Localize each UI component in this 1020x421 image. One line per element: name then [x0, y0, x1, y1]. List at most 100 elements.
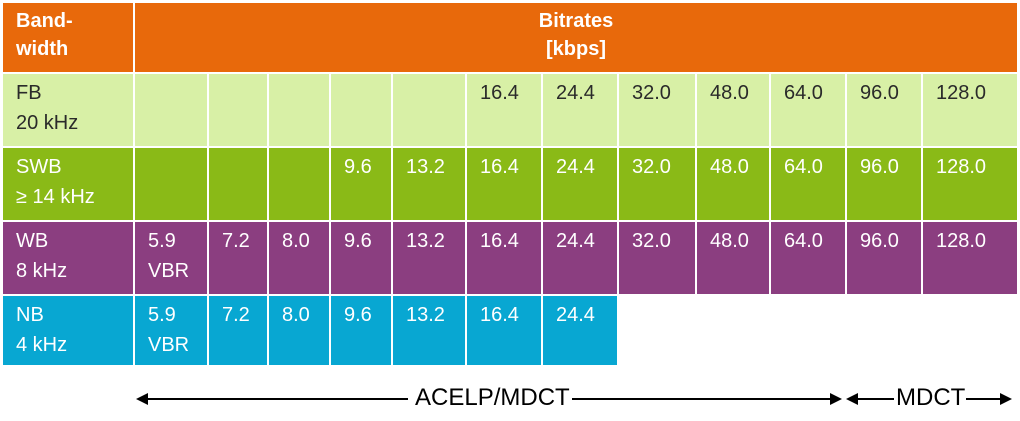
- value-fb-10: 96.0: [860, 82, 899, 104]
- value-swb-11: 128.0: [936, 156, 987, 178]
- cell-fb-0: [135, 74, 207, 146]
- cell-swb-1: [209, 148, 267, 220]
- row-label-fb-line-1: 20 kHz: [16, 112, 79, 134]
- value-swb-9: 64.0: [784, 156, 823, 178]
- value-nb-6: 24.4: [556, 304, 595, 326]
- header-bitrates-line-0: Bitrates: [538, 10, 614, 32]
- row-label-nb: NB 4 kHz: [3, 296, 133, 365]
- cell-fb-5: 16.4: [467, 74, 541, 146]
- cell-nb-1: 7.2: [209, 296, 267, 365]
- value-nb-4: 13.2: [406, 304, 445, 326]
- value-nb-1: 7.2: [222, 304, 250, 326]
- acelp-left-line: [148, 398, 408, 400]
- mdct-left-arrowhead: [846, 393, 858, 405]
- cell-wb-8: 48.0: [697, 222, 769, 294]
- value-wb-9: 64.0: [784, 230, 823, 252]
- row-label-wb-line-0: WB: [16, 230, 49, 252]
- cell-wb-11: 128.0: [923, 222, 1017, 294]
- value-wb-1: 7.2: [222, 230, 250, 252]
- cell-fb-7: 32.0: [619, 74, 695, 146]
- value-wb-11: 128.0: [936, 230, 987, 252]
- cell-fb-1: [209, 74, 267, 146]
- cell-swb-3: 9.6: [331, 148, 391, 220]
- row-label-fb-line-0: FB: [16, 82, 42, 104]
- cell-nb-6: 24.4: [543, 296, 617, 365]
- value-fb-9: 64.0: [784, 82, 823, 104]
- value-nb-0-1: VBR: [148, 334, 190, 356]
- cell-swb-9: 64.0: [771, 148, 845, 220]
- value-wb-5: 16.4: [480, 230, 519, 252]
- cell-nb-0: 5.9 VBR: [135, 296, 207, 365]
- row-label-nb-line-1: 4 kHz: [16, 334, 68, 356]
- mdct-left-line: [858, 398, 894, 400]
- value-nb-5: 16.4: [480, 304, 519, 326]
- cell-wb-9: 64.0: [771, 222, 845, 294]
- value-wb-6: 24.4: [556, 230, 595, 252]
- cell-wb-7: 32.0: [619, 222, 695, 294]
- value-wb-0-0: 5.9: [148, 230, 176, 252]
- cell-nb-2: 8.0: [269, 296, 329, 365]
- header-bandwidth-line-0: Band-: [16, 10, 73, 32]
- value-wb-7: 32.0: [632, 230, 671, 252]
- mdct-label: MDCT: [896, 384, 966, 411]
- value-fb-6: 24.4: [556, 82, 595, 104]
- cell-fb-11: 128.0: [923, 74, 1017, 146]
- cell-wb-10: 96.0: [847, 222, 921, 294]
- row-label-fb: FB 20 kHz: [3, 74, 133, 146]
- acelp-mdct-label: ACELP/MDCT: [415, 384, 570, 411]
- value-wb-2: 8.0: [282, 230, 310, 252]
- value-nb-2: 8.0: [282, 304, 310, 326]
- cell-fb-4: [393, 74, 465, 146]
- acelp-left-arrowhead: [136, 393, 148, 405]
- value-swb-8: 48.0: [710, 156, 749, 178]
- header-bandwidth: Band-width: [3, 3, 133, 72]
- row-label-wb: WB 8 kHz: [3, 222, 133, 294]
- value-wb-3: 9.6: [344, 230, 372, 252]
- cell-swb-0: [135, 148, 207, 220]
- row-label-swb-line-0: SWB: [16, 156, 62, 178]
- cell-fb-9: 64.0: [771, 74, 845, 146]
- value-fb-7: 32.0: [632, 82, 671, 104]
- acelp-right-line: [572, 398, 832, 400]
- cell-wb-5: 16.4: [467, 222, 541, 294]
- cell-fb-10: 96.0: [847, 74, 921, 146]
- cell-swb-2: [269, 148, 329, 220]
- value-fb-8: 48.0: [710, 82, 749, 104]
- cell-wb-4: 13.2: [393, 222, 465, 294]
- value-swb-6: 24.4: [556, 156, 595, 178]
- cell-swb-8: 48.0: [697, 148, 769, 220]
- row-label-wb-line-1: 8 kHz: [16, 260, 68, 282]
- cell-wb-2: 8.0: [269, 222, 329, 294]
- cell-nb-4: 13.2: [393, 296, 465, 365]
- value-wb-0-1: VBR: [148, 260, 190, 282]
- cell-swb-4: 13.2: [393, 148, 465, 220]
- cell-nb-3: 9.6: [331, 296, 391, 365]
- cell-swb-5: 16.4: [467, 148, 541, 220]
- cell-fb-6: 24.4: [543, 74, 617, 146]
- value-wb-10: 96.0: [860, 230, 899, 252]
- cell-wb-1: 7.2: [209, 222, 267, 294]
- value-nb-0-0: 5.9: [148, 304, 176, 326]
- mdct-right-arrowhead: [1000, 393, 1012, 405]
- cell-fb-2: [269, 74, 329, 146]
- acelp-right-arrowhead: [830, 393, 842, 405]
- value-fb-5: 16.4: [480, 82, 519, 104]
- header-bandwidth-line-1: width: [16, 38, 69, 60]
- mdct-right-line: [966, 398, 1000, 400]
- value-swb-4: 13.2: [406, 156, 445, 178]
- cell-wb-6: 24.4: [543, 222, 617, 294]
- cell-swb-10: 96.0: [847, 148, 921, 220]
- cell-nb-5: 16.4: [467, 296, 541, 365]
- row-label-swb-line-1: ≥ 14 kHz: [16, 186, 95, 208]
- row-label-nb-line-0: NB: [16, 304, 44, 326]
- value-swb-3: 9.6: [344, 156, 372, 178]
- cell-wb-0: 5.9 VBR: [135, 222, 207, 294]
- cell-fb-3: [331, 74, 391, 146]
- header-bitrates-line-1: [kbps]: [546, 38, 606, 60]
- value-nb-3: 9.6: [344, 304, 372, 326]
- value-swb-10: 96.0: [860, 156, 899, 178]
- value-wb-8: 48.0: [710, 230, 749, 252]
- value-wb-4: 13.2: [406, 230, 445, 252]
- row-label-swb: SWB ≥ 14 kHz: [3, 148, 133, 220]
